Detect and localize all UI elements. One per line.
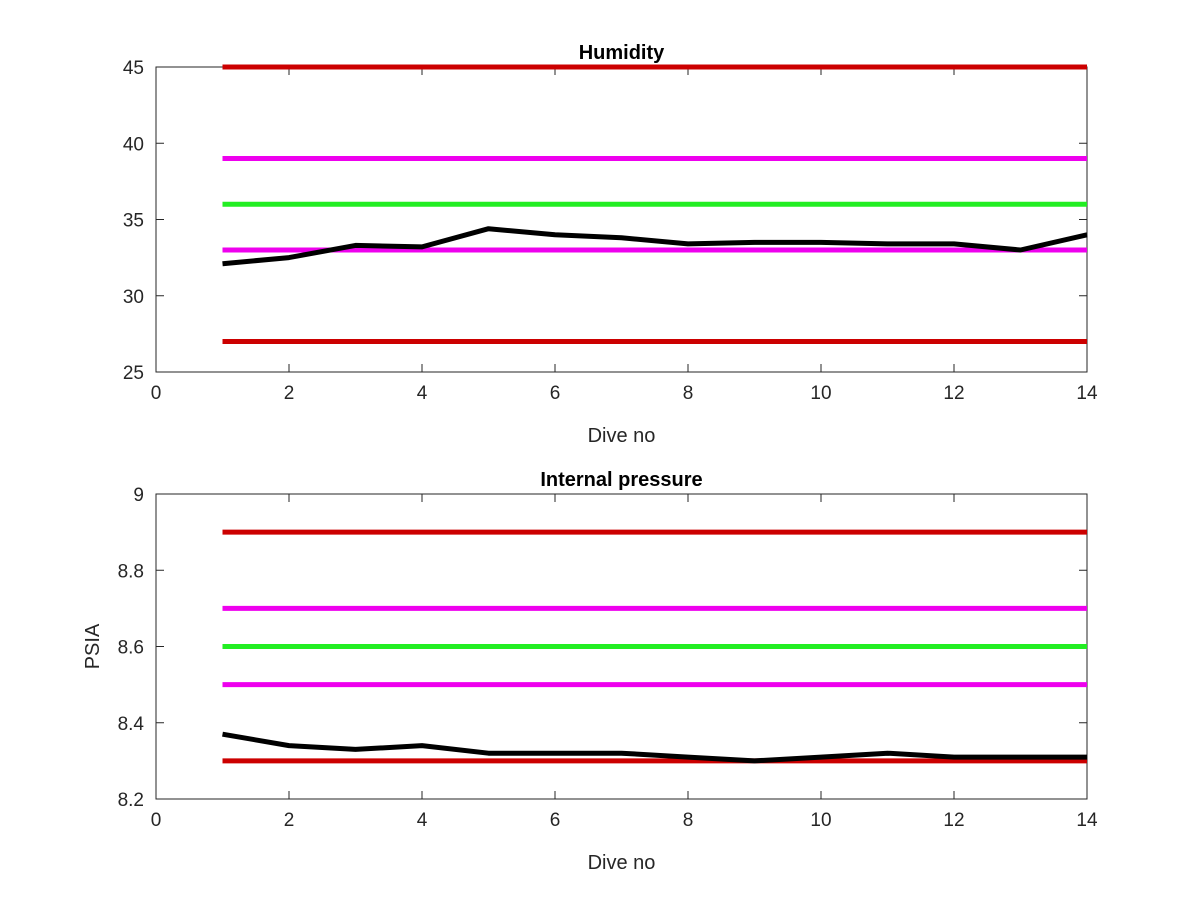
pressure-y-tick-label: 8.4 bbox=[118, 714, 145, 735]
pressure-x-tick-label: 0 bbox=[151, 810, 162, 831]
humidity-chart-title: Humidity bbox=[579, 42, 665, 64]
pressure-series-line-5 bbox=[222, 731, 1087, 764]
pressure-y-tick-label: 9 bbox=[133, 485, 144, 506]
humidity-x-tick-label: 10 bbox=[810, 383, 831, 404]
pressure-x-tick-label: 12 bbox=[943, 810, 964, 831]
humidity-y-tick-label: 45 bbox=[123, 58, 144, 79]
humidity-x-tick-label: 12 bbox=[943, 383, 964, 404]
pressure-y-tick-label: 8.8 bbox=[118, 561, 144, 582]
humidity-series-line-5 bbox=[222, 226, 1088, 267]
pressure-y-tick-label: 8.6 bbox=[118, 638, 144, 659]
pressure-x-tick-label: 4 bbox=[417, 810, 428, 831]
humidity-axes-box bbox=[155, 66, 1088, 373]
pressure-x-tick-label: 8 bbox=[683, 810, 694, 831]
humidity-x-tick-label: 6 bbox=[550, 383, 561, 404]
pressure-y-tick-label: 8.2 bbox=[118, 790, 144, 811]
pressure-x-tick-label: 10 bbox=[810, 810, 831, 831]
humidity-y-tick-label: 25 bbox=[123, 363, 144, 384]
pressure-x-tick-label: 6 bbox=[550, 810, 561, 831]
pressure-x-tick-label: 14 bbox=[1076, 810, 1098, 831]
pressure-chart-title: Internal pressure bbox=[540, 469, 702, 491]
humidity-y-tick-label: 35 bbox=[123, 211, 144, 232]
humidity-x-tick-label: 0 bbox=[151, 383, 162, 404]
humidity-x-tick-label: 8 bbox=[683, 383, 694, 404]
humidity-y-tick-label: 40 bbox=[123, 134, 144, 155]
humidity-x-tick-label: 14 bbox=[1076, 383, 1098, 404]
humidity-x-axis-label: Dive no bbox=[588, 425, 656, 447]
pressure-y-axis-label: PSIA bbox=[82, 623, 104, 669]
pressure-x-tick-label: 2 bbox=[284, 810, 295, 831]
pressure-x-axis-label: Dive no bbox=[588, 852, 656, 874]
humidity-x-tick-label: 2 bbox=[284, 383, 295, 404]
humidity-x-tick-label: 4 bbox=[417, 383, 428, 404]
humidity-y-tick-label: 30 bbox=[123, 287, 144, 308]
